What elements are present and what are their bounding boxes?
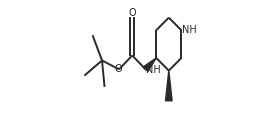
Text: NH: NH xyxy=(182,25,197,35)
Polygon shape xyxy=(143,58,156,72)
Polygon shape xyxy=(166,71,172,101)
Text: NH: NH xyxy=(146,65,161,75)
Text: O: O xyxy=(114,64,122,74)
Text: O: O xyxy=(128,8,136,18)
